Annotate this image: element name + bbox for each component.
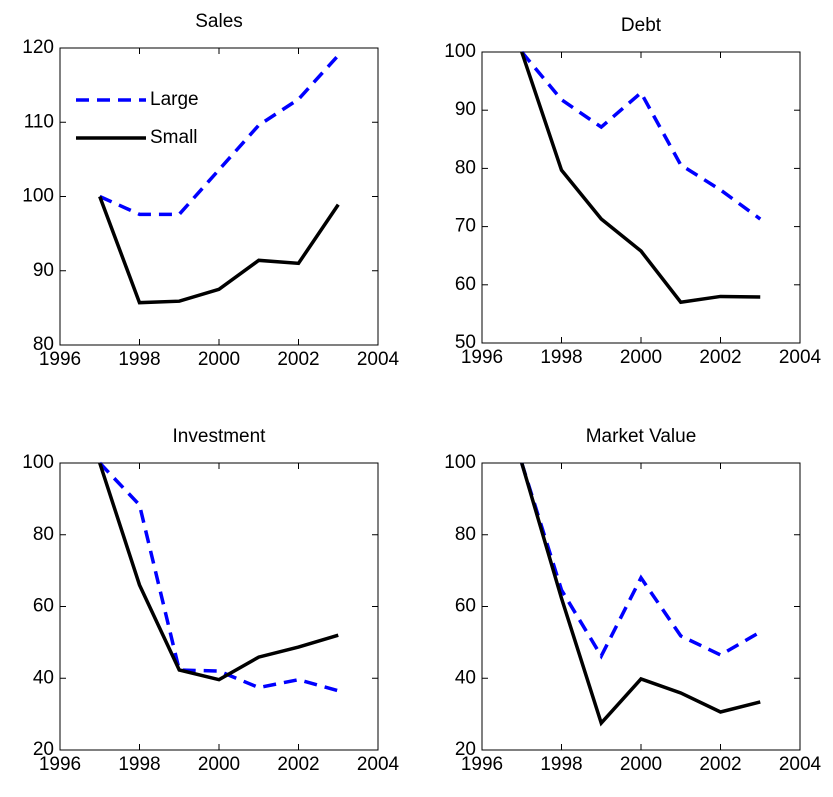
y-tick-label: 90 (33, 260, 54, 281)
legend-label: Small (150, 127, 198, 148)
y-tick-label: 100 (22, 186, 54, 207)
data-line (99, 54, 340, 217)
x-tick-label: 2002 (277, 754, 319, 775)
y-tick-label: 70 (455, 216, 476, 237)
subplot-title: Sales (195, 11, 243, 32)
x-tick-label: 1996 (461, 347, 503, 368)
x-tick-label: 1998 (118, 349, 160, 370)
data-line (520, 462, 761, 727)
x-tick-label: 1996 (39, 754, 81, 775)
y-tick-label: 60 (33, 596, 54, 617)
y-tick-label: 50 (455, 332, 476, 353)
x-tick-label: 2004 (357, 754, 400, 775)
y-tick-label: 20 (33, 739, 54, 760)
x-tick-label: 1996 (39, 349, 81, 370)
x-tick-label: 2000 (198, 754, 240, 775)
y-tick-label: 110 (24, 111, 54, 132)
data-line (98, 462, 339, 682)
y-tick-label: 100 (22, 452, 54, 473)
axes-frame (59, 462, 379, 751)
x-tick-label: 2002 (699, 347, 741, 368)
data-line (520, 462, 762, 660)
subplot-title: Debt (621, 15, 662, 36)
y-tick-label: 80 (33, 524, 54, 545)
x-tick-label: 1996 (461, 754, 503, 775)
y-tick-label: 40 (455, 667, 476, 688)
y-tick-label: 80 (33, 334, 54, 355)
y-tick-label: 90 (455, 99, 476, 120)
x-tick-label: 2004 (779, 347, 822, 368)
x-tick-label: 2002 (699, 754, 741, 775)
y-tick-label: 100 (444, 452, 476, 473)
x-tick-label: 1998 (118, 754, 160, 775)
x-tick-label: 1998 (540, 347, 582, 368)
legend-label: Large (150, 89, 199, 110)
x-tick-label: 2000 (198, 349, 240, 370)
axes-frame (481, 462, 801, 751)
y-tick-label: 60 (455, 596, 476, 617)
data-line (520, 51, 761, 305)
axes-frame (481, 51, 801, 344)
x-tick-label: 2002 (277, 349, 319, 370)
y-tick-label: 80 (455, 524, 476, 545)
data-line (520, 50, 762, 221)
y-tick-label: 100 (444, 41, 476, 62)
subplot-title: Market Value (586, 426, 697, 447)
x-tick-label: 2004 (357, 349, 400, 370)
x-tick-label: 2000 (620, 754, 662, 775)
axes-frame (59, 47, 379, 346)
y-tick-label: 80 (455, 157, 476, 178)
y-tick-label: 60 (455, 274, 476, 295)
x-tick-label: 1998 (540, 754, 582, 775)
y-tick-label: 40 (33, 667, 54, 688)
y-tick-label: 120 (22, 37, 54, 58)
x-tick-label: 2000 (620, 347, 662, 368)
x-tick-label: 2004 (779, 754, 822, 775)
data-line (98, 195, 340, 305)
y-tick-label: 20 (455, 739, 476, 760)
subplot-title: Investment (173, 426, 267, 447)
